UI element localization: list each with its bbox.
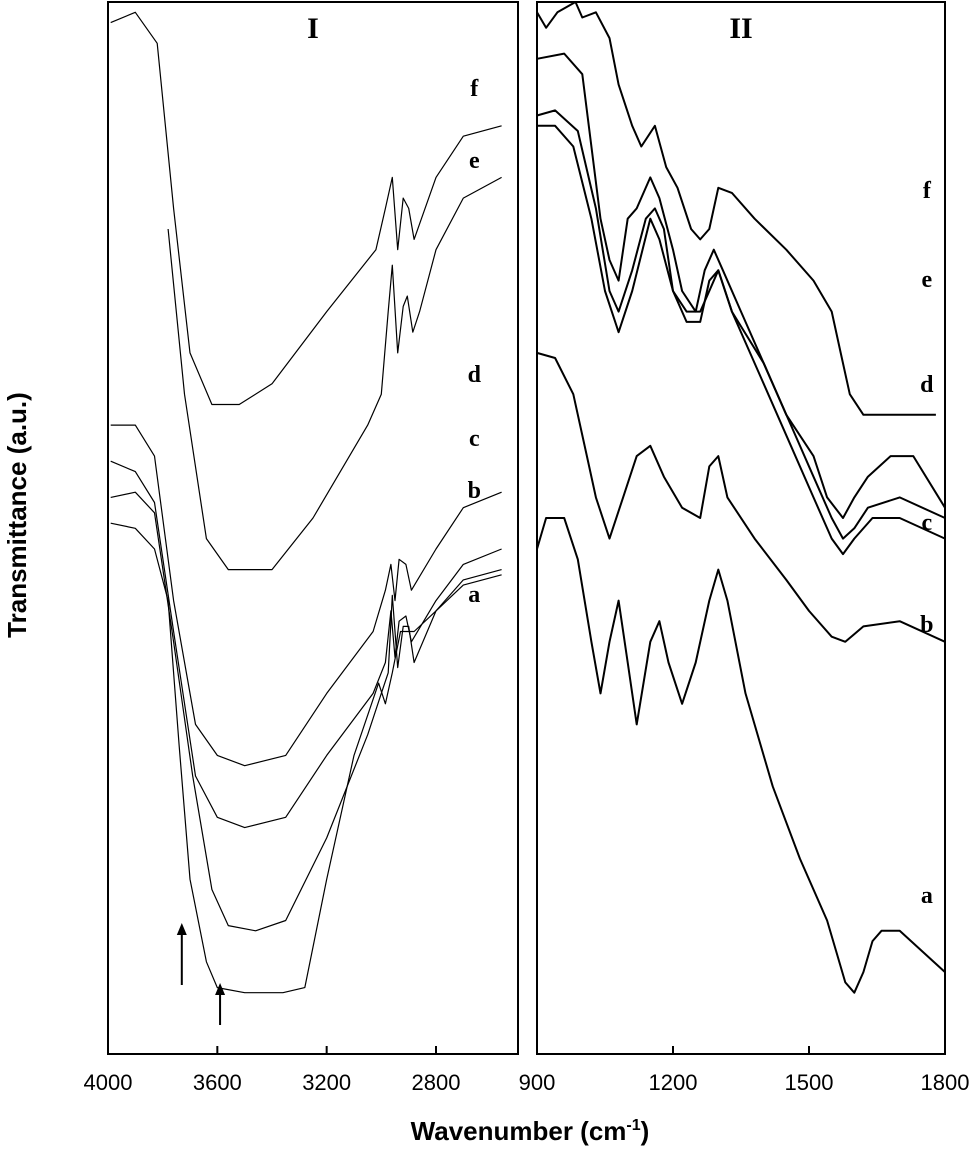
- panel-2-series-label-a: a: [921, 883, 933, 909]
- panel-2-trace-e: [536, 52, 946, 519]
- panel-1-tick-label-4000: 4000: [84, 1070, 133, 1095]
- panel-2-tick-label-1500: 1500: [785, 1070, 834, 1095]
- panel-1-tick-label-2800: 2800: [412, 1070, 461, 1095]
- panel-1-tick-label-3200: 3200: [302, 1070, 351, 1095]
- panel-2-trace-d: [536, 109, 946, 540]
- panel-1-trace-b: [110, 491, 502, 932]
- x-axis-title-main: Wavenumber (cm: [411, 1116, 627, 1146]
- panel-2-series-label-c: c: [922, 510, 933, 536]
- panel-1-series-label-a: a: [468, 582, 480, 608]
- panel-1-trace-d: [110, 424, 502, 767]
- x-axis-title-sup: -1: [626, 1117, 640, 1134]
- panel-1-series-label-f: f: [470, 76, 479, 102]
- panel-1-series-label-b: b: [468, 478, 481, 504]
- panel-2-trace-b: [536, 351, 946, 643]
- panel-1-series-label-e: e: [469, 148, 480, 174]
- arrow-head-3730: [176, 923, 187, 935]
- panel-i-frame: [107, 1, 519, 1055]
- panel-1-trace-e: [167, 176, 502, 571]
- panel-1-trace-c: [110, 460, 502, 829]
- panel-i-title: I: [307, 12, 319, 45]
- arrow-head-3590: [215, 983, 226, 995]
- panel-1-tick-label-3600: 3600: [193, 1070, 242, 1095]
- panel-2-tick-label-1800: 1800: [921, 1070, 970, 1095]
- panel-2-trace-f: [536, 1, 936, 416]
- panel-2-trace-a: [536, 517, 946, 994]
- panel-2-tick-label-1200: 1200: [649, 1070, 698, 1095]
- panel-1-trace-a: [110, 522, 502, 994]
- panel-2-series-label-d: d: [920, 372, 934, 398]
- x-axis-title-close: ): [641, 1116, 650, 1146]
- panel-1-trace-f: [110, 11, 502, 406]
- panel-ii-frame: [536, 1, 946, 1055]
- x-axis-title: Wavenumber (cm-1): [411, 1116, 650, 1146]
- panel-2-series-label-e: e: [922, 267, 933, 293]
- panel-2-trace-c: [537, 124, 946, 556]
- panel-ii-title: II: [729, 12, 752, 45]
- panel-2-tick-label-900: 900: [519, 1070, 556, 1095]
- y-axis-title: Transmittance (a.u.): [2, 392, 32, 638]
- panel-2-series-label-f: f: [923, 178, 932, 204]
- panel-2-series-label-b: b: [920, 612, 933, 638]
- panel-1-series-label-d: d: [468, 362, 482, 388]
- panel-1-series-label-c: c: [469, 426, 480, 452]
